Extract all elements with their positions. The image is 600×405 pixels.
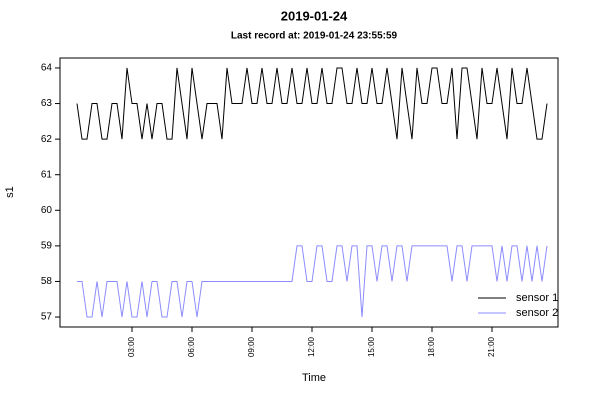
x-tick-label: 18:00 — [427, 336, 436, 357]
x-tick-label: 03:00 — [127, 336, 136, 357]
y-tick-label: 58 — [41, 276, 53, 287]
x-tick-label: 06:00 — [187, 336, 196, 357]
x-tick-label: 09:00 — [247, 336, 256, 357]
y-tick-label: 62 — [41, 134, 53, 145]
y-tick-label: 63 — [41, 98, 53, 109]
x-tick-label: 21:00 — [487, 336, 496, 357]
x-tick-label: 15:00 — [367, 336, 376, 357]
legend-label: sensor 2 — [516, 307, 558, 319]
y-tick-label: 59 — [41, 241, 53, 252]
y-tick-label: 64 — [41, 63, 53, 74]
chart-title: 2019-01-24 — [281, 8, 348, 23]
series-line — [76, 67, 548, 140]
plot-frame — [59, 57, 559, 328]
legend-label: sensor 1 — [516, 292, 558, 304]
chart-subtitle: Last record at: 2019-01-24 23:55:59 — [231, 31, 398, 42]
y-tick-label: 57 — [41, 312, 53, 323]
series-line — [77, 245, 548, 318]
y-axis-label: s1 — [4, 186, 16, 198]
x-tick-label: 12:00 — [307, 336, 316, 357]
y-tick-label: 60 — [41, 205, 53, 216]
x-axis-label: Time — [302, 372, 326, 384]
y-tick-label: 61 — [41, 169, 53, 180]
